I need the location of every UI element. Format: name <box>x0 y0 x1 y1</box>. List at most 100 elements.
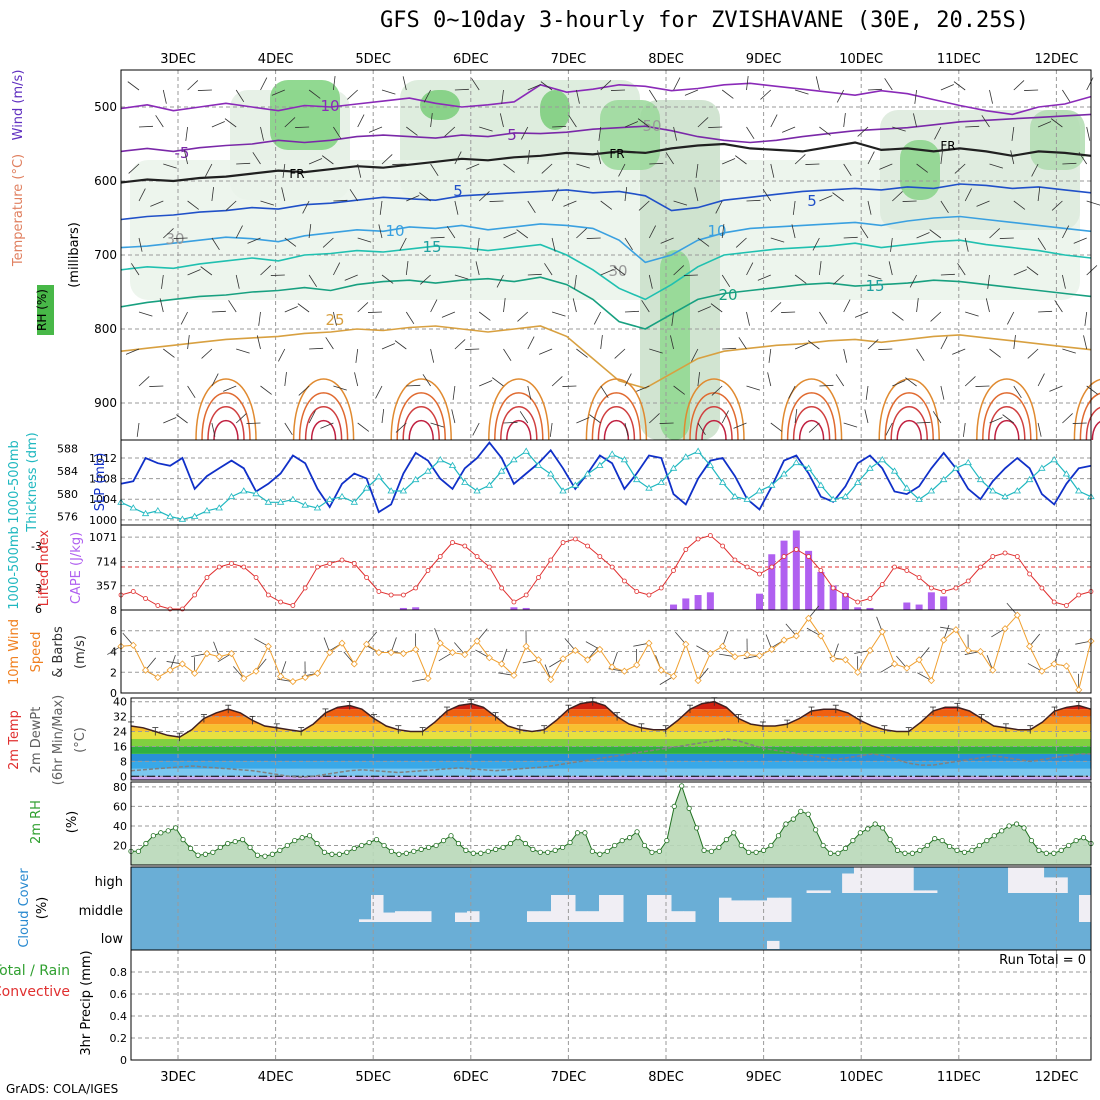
upper-wind-barb <box>284 422 293 435</box>
upper-wind-barb <box>597 150 602 165</box>
upper-wind-barb <box>527 336 535 350</box>
lifted-index-marker <box>707 533 713 538</box>
upper-wind-barb <box>624 373 632 387</box>
rh-marker <box>493 846 499 852</box>
upper-wind-barb <box>308 274 318 287</box>
rh-marker <box>277 847 283 853</box>
precip-tick-label: 0.2 <box>110 1032 128 1045</box>
rh-marker <box>664 837 670 844</box>
wind-speed-marker <box>166 666 174 674</box>
upper-wind-barb <box>589 414 601 424</box>
rh-marker <box>612 842 618 849</box>
rh-marker <box>649 849 655 855</box>
upper-wind-barb <box>636 385 650 392</box>
rh-shading <box>130 160 1080 300</box>
lifted-index-marker <box>658 585 664 591</box>
upper-wind-barb <box>954 163 966 174</box>
upper-wind-barb <box>163 417 177 424</box>
rh-marker <box>917 847 923 853</box>
rh-marker <box>969 847 975 853</box>
isotherm-label: 10 <box>707 222 726 240</box>
upper-wind-barb <box>128 163 140 174</box>
rh-marker <box>805 811 811 817</box>
rh-marker <box>887 837 893 843</box>
lifted-index-marker <box>302 585 308 591</box>
upper-wind-barb <box>854 311 869 318</box>
upper-wind-barb <box>551 188 559 202</box>
upper-wind-barb <box>819 126 831 136</box>
lifted-index-marker <box>241 564 247 570</box>
isotherm-5 <box>120 183 1092 221</box>
upper-wind-barb <box>989 89 993 104</box>
temp-band <box>131 701 1091 710</box>
rh-marker <box>560 844 566 851</box>
upper-wind-barb <box>131 263 140 276</box>
upper-wind-barb <box>735 155 747 165</box>
upper-wind-barb <box>934 126 942 140</box>
cloud-cell-middle <box>671 911 684 922</box>
cloud-cell-middle <box>683 911 696 922</box>
upper-wind-barb <box>1086 385 1099 395</box>
isotherm-25 <box>120 325 1092 390</box>
upper-wind-barb <box>430 299 438 313</box>
cape-bar <box>768 554 776 610</box>
upper-wind-barb <box>843 422 858 428</box>
lifted-index-marker <box>843 592 848 598</box>
upper-wind-barb <box>125 348 140 355</box>
thickness-marker <box>976 475 985 483</box>
rh-marker <box>693 825 700 831</box>
rh-shading <box>1030 110 1085 170</box>
wind-speed-marker <box>792 632 800 640</box>
lifted-index-marker <box>769 564 775 570</box>
date-label-bottom: 5DEC <box>355 1070 391 1085</box>
label-wind: Wind (m/s) <box>11 70 26 141</box>
upper-wind-barb <box>832 192 844 202</box>
wind-barb-10m <box>1027 663 1043 672</box>
cape-bar <box>940 596 948 610</box>
diurnal-temp-contour <box>195 378 257 441</box>
thickness-marker <box>399 487 408 494</box>
lifted-index-marker <box>793 547 799 552</box>
upper-wind-barb <box>892 380 906 387</box>
thickness-marker <box>657 478 665 485</box>
wind-barb-10m <box>696 645 711 654</box>
lifted-index-marker <box>1039 585 1045 591</box>
upper-wind-barb <box>735 237 747 248</box>
isotherm-label: 20 <box>718 286 737 304</box>
upper-wind-barb <box>155 115 164 128</box>
wind-speed-marker <box>559 655 567 663</box>
rh-marker <box>597 851 603 857</box>
upper-wind-barb <box>746 199 761 202</box>
rh-marker <box>470 850 476 856</box>
temp-band <box>131 716 1091 725</box>
upper-wind-barb <box>562 385 577 387</box>
upper-wind-barb <box>527 150 530 165</box>
thickness-marker <box>669 464 678 471</box>
lifted-index-marker <box>1076 592 1082 598</box>
upper-wind-barb <box>375 385 383 399</box>
pressure-tick-label: 500 <box>94 100 117 114</box>
rh-marker <box>158 830 164 836</box>
rh-marker <box>463 847 469 853</box>
upper-wind-barb <box>541 163 553 174</box>
thickness-marker <box>915 495 923 502</box>
rh-marker <box>768 842 774 849</box>
upper-wind-barb <box>308 410 316 424</box>
wind-barb-10m <box>896 655 908 669</box>
cloud-cell-high <box>913 890 926 893</box>
thickness-marker <box>326 495 334 502</box>
upper-wind-barb <box>138 311 153 317</box>
wind-barb-10m <box>454 642 466 655</box>
wind-speed-marker <box>817 632 825 640</box>
temp-tick-label: 8 <box>120 755 127 768</box>
wind-barb-10m <box>438 652 453 662</box>
cape-bar <box>780 540 788 610</box>
rh-marker <box>589 848 595 854</box>
upper-wind-barb <box>985 298 990 313</box>
label-slp: SLP (mb) <box>93 453 108 512</box>
upper-wind-barb <box>770 302 782 313</box>
upper-wind-barb <box>549 422 553 437</box>
upper-wind-barb <box>333 262 341 276</box>
date-label-top: 7DEC <box>551 52 587 67</box>
rh-shading <box>420 90 460 120</box>
